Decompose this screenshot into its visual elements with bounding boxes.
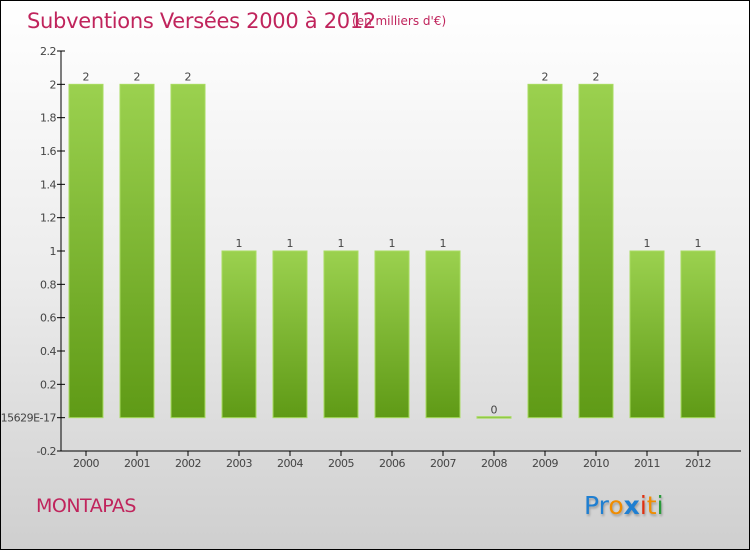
y-tick-label: 0.6 [40, 312, 56, 325]
y-tick-label: -15629E-17 [1, 412, 56, 425]
logo-letter: x [623, 491, 640, 520]
data-label-2006: 1 [389, 237, 396, 250]
y-tick-label: 2 [50, 78, 57, 91]
data-label-2005: 1 [338, 237, 345, 250]
proxiti-logo[interactable]: Proxiti [584, 491, 664, 520]
y-tick-label: 0.2 [40, 378, 56, 391]
bar-2001 [119, 83, 155, 419]
bar-2011 [629, 250, 665, 419]
x-tick-label: 2003 [226, 457, 252, 470]
y-tick-label: 0.4 [40, 345, 56, 358]
data-label-2007: 1 [440, 237, 447, 250]
data-label-2004: 1 [287, 237, 294, 250]
logo-letter: t [646, 491, 657, 520]
chart-title: Subventions Versées 2000 à 2012 [27, 9, 376, 33]
bar-2004 [272, 250, 308, 419]
x-tick-label: 2005 [328, 457, 354, 470]
logo-letter: i [639, 491, 647, 520]
bar-2007 [425, 250, 461, 419]
y-tick-label: 1.2 [40, 212, 56, 225]
bar-2003 [221, 250, 257, 419]
logo-letter: o [608, 491, 624, 520]
x-tick-label: 2012 [685, 457, 711, 470]
data-label-2009: 2 [542, 70, 549, 83]
data-label-2000: 2 [83, 70, 90, 83]
bar-2002 [170, 83, 206, 419]
bar-2010 [578, 83, 614, 419]
bar-2012 [680, 250, 716, 419]
logo-letter: P [584, 491, 599, 520]
commune-name: MONTAPAS [36, 495, 137, 517]
y-tick-label: 1 [50, 245, 57, 258]
y-tick-label: 0.8 [40, 278, 56, 291]
x-tick-label: 2002 [175, 457, 201, 470]
bar-2005 [323, 250, 359, 419]
bar-2009 [527, 83, 563, 419]
data-label-2002: 2 [185, 70, 192, 83]
data-label-2012: 1 [695, 237, 702, 250]
logo-letter: r [598, 491, 609, 520]
data-label-2011: 1 [644, 237, 651, 250]
bar-2000 [68, 83, 104, 419]
x-tick-label: 2001 [124, 457, 150, 470]
data-label-2001: 2 [134, 70, 141, 83]
x-tick-label: 2009 [532, 457, 558, 470]
x-tick-label: 2000 [73, 457, 99, 470]
x-tick-label: 2004 [277, 457, 303, 470]
x-tick-label: 2007 [430, 457, 456, 470]
data-label-2008: 0 [491, 404, 498, 417]
x-tick-label: 2006 [379, 457, 405, 470]
chart-unit: (en milliers d'€) [352, 14, 447, 28]
x-tick-label: 2008 [481, 457, 507, 470]
logo-letter: i [656, 491, 664, 520]
x-tick-label: 2011 [634, 457, 660, 470]
y-tick-label: 1.8 [40, 112, 56, 125]
y-tick-label: 1.4 [40, 178, 56, 191]
y-tick-label: 1.6 [40, 145, 56, 158]
bar-2006 [374, 250, 410, 419]
bar-2008 [476, 416, 512, 419]
x-tick-label: 2010 [583, 457, 609, 470]
y-tick-label: 2.2 [40, 45, 56, 58]
y-tick-label: -0.2 [37, 445, 56, 458]
data-label-2003: 1 [236, 237, 243, 250]
data-label-2010: 2 [593, 70, 600, 83]
